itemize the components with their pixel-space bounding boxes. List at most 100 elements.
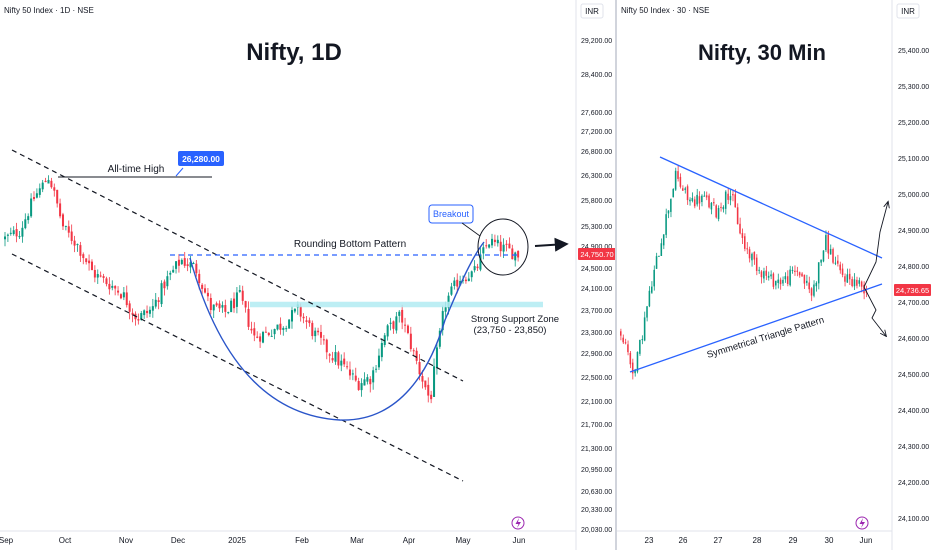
left-candle bbox=[114, 286, 117, 289]
left-candle bbox=[267, 332, 270, 336]
left-candle bbox=[195, 263, 198, 274]
right-candle bbox=[672, 188, 675, 198]
left-y-tick-label: 26,300.00 bbox=[581, 173, 612, 180]
left-y-tick-label: 22,100.00 bbox=[581, 399, 612, 406]
right-symbol-header[interactable]: Nifty 50 Index · 30 · NSE bbox=[621, 6, 709, 15]
right-candle bbox=[729, 196, 732, 201]
right-candle bbox=[846, 274, 849, 283]
left-y-tick-label: 27,600.00 bbox=[581, 110, 612, 117]
right-candle bbox=[693, 199, 696, 207]
ath-label: All-time High bbox=[108, 164, 165, 175]
right-candle bbox=[658, 255, 660, 257]
right-y-tick-label: 24,700.00 bbox=[898, 300, 929, 307]
right-candle bbox=[662, 234, 665, 246]
right-candle bbox=[667, 210, 670, 214]
left-candle bbox=[175, 261, 178, 269]
left-candle bbox=[377, 355, 380, 368]
right-x-ticks: 23 26 27 28 29 30 Jun bbox=[645, 536, 873, 545]
left-y-ticks: 29,200.00 28,400.00 27,600.00 27,200.00 26,8… bbox=[581, 38, 612, 534]
left-candle bbox=[314, 330, 317, 337]
left-candle bbox=[340, 360, 343, 366]
right-candle bbox=[803, 274, 806, 284]
left-candle bbox=[88, 260, 91, 264]
right-candle bbox=[732, 194, 734, 196]
left-candle bbox=[366, 377, 369, 382]
right-x-tick-label: 27 bbox=[714, 536, 723, 545]
right-candle bbox=[801, 273, 803, 277]
left-candle bbox=[363, 379, 366, 386]
ath-badge bbox=[178, 151, 224, 166]
right-candle bbox=[696, 194, 698, 205]
right-candle bbox=[722, 207, 725, 210]
right-candle bbox=[641, 339, 644, 341]
left-candle bbox=[90, 261, 93, 271]
right-candle bbox=[660, 243, 663, 256]
left-currency-box[interactable] bbox=[580, 3, 604, 19]
triangle-lower-line bbox=[629, 283, 883, 373]
right-candle bbox=[767, 275, 770, 278]
right-candle bbox=[674, 170, 677, 190]
left-candle bbox=[128, 303, 131, 312]
left-candle bbox=[404, 324, 407, 326]
left-candle bbox=[253, 328, 256, 336]
right-y-tick-label: 24,300.00 bbox=[898, 444, 929, 451]
left-candle bbox=[218, 303, 221, 309]
left-candle bbox=[111, 285, 114, 288]
left-candle bbox=[424, 380, 427, 388]
left-candle bbox=[131, 312, 134, 315]
left-candle bbox=[279, 323, 282, 330]
left-candle bbox=[233, 298, 236, 309]
right-big-title: Nifty, 30 Min bbox=[698, 40, 826, 65]
left-x-tick-label: Sep bbox=[0, 536, 14, 545]
right-candle bbox=[717, 208, 720, 220]
left-candle bbox=[343, 358, 346, 365]
left-candle bbox=[73, 240, 76, 246]
left-candle bbox=[99, 275, 102, 277]
right-candle bbox=[620, 331, 622, 336]
left-candle bbox=[435, 347, 438, 369]
right-currency-box[interactable] bbox=[896, 3, 920, 19]
left-y-tick-label: 24,900.00 bbox=[581, 244, 612, 251]
left-candle bbox=[459, 280, 462, 286]
right-candle bbox=[686, 186, 689, 201]
left-candle bbox=[64, 225, 67, 227]
left-candle bbox=[38, 188, 41, 195]
left-candle bbox=[441, 311, 444, 331]
right-x-tick-label: Jun bbox=[860, 536, 873, 545]
left-candles bbox=[4, 175, 520, 404]
support-label-2: (23,750 - 23,850) bbox=[474, 325, 547, 336]
right-candle bbox=[796, 270, 799, 272]
panel-connector-arrow bbox=[534, 237, 569, 252]
left-candle bbox=[476, 266, 479, 269]
left-candle bbox=[76, 244, 79, 246]
left-last-price: 24,750.70 bbox=[580, 250, 613, 259]
left-candle bbox=[221, 305, 224, 308]
right-candle bbox=[806, 280, 808, 283]
left-candle bbox=[427, 384, 430, 396]
right-candle bbox=[648, 290, 651, 307]
right-candle bbox=[739, 223, 741, 234]
right-candle bbox=[684, 188, 686, 190]
left-symbol-header[interactable]: Nifty 50 Index · 1D · NSE bbox=[4, 6, 94, 15]
left-candle bbox=[488, 244, 491, 248]
left-candle bbox=[482, 247, 485, 254]
left-candle bbox=[85, 258, 88, 263]
right-candle bbox=[837, 260, 839, 264]
left-candle bbox=[412, 350, 415, 352]
left-candle bbox=[70, 231, 73, 241]
left-candle bbox=[82, 254, 85, 259]
left-y-tick-label: 21,700.00 bbox=[581, 422, 612, 429]
left-x-tick-label: Nov bbox=[119, 536, 133, 545]
left-candle bbox=[444, 307, 447, 312]
left-x-tick-label: Apr bbox=[403, 536, 416, 545]
right-x-tick-label: 26 bbox=[679, 536, 688, 545]
left-candle bbox=[143, 310, 146, 316]
right-candle bbox=[779, 279, 782, 285]
left-candle bbox=[450, 286, 453, 295]
left-candle bbox=[319, 331, 323, 338]
left-candle bbox=[276, 324, 279, 330]
right-candle bbox=[848, 273, 851, 280]
left-price-badge bbox=[578, 248, 616, 260]
support-zone-band bbox=[250, 301, 543, 308]
